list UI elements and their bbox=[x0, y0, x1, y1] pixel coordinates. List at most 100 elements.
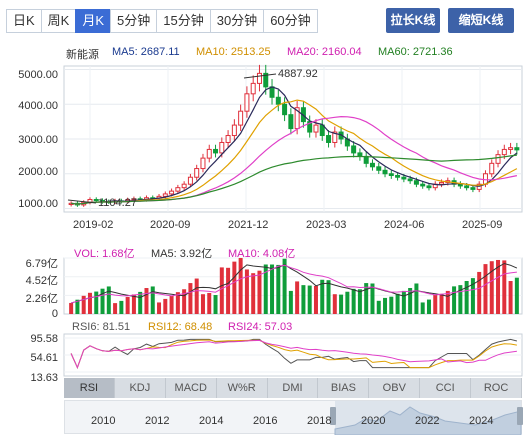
period-tab[interactable]: 周K bbox=[40, 9, 77, 33]
period-tab[interactable]: 60分钟 bbox=[263, 9, 318, 33]
timeline-left-handle[interactable] bbox=[330, 407, 336, 425]
candle-body bbox=[288, 114, 294, 130]
timeline-year: 2024 bbox=[469, 415, 494, 427]
volume-bar bbox=[345, 291, 350, 314]
indicator-tab[interactable]: ROC bbox=[471, 378, 523, 398]
candle-body bbox=[244, 93, 250, 112]
period-tab[interactable]: 15分钟 bbox=[156, 9, 211, 33]
candle-body bbox=[363, 155, 369, 164]
candle-body bbox=[250, 82, 256, 95]
volume-bar bbox=[282, 258, 287, 314]
indicator-tab[interactable]: OBV bbox=[369, 378, 421, 398]
indicator-tab[interactable]: CCI bbox=[420, 378, 472, 398]
indicator-tab[interactable]: KDJ bbox=[115, 378, 166, 398]
volume-bar bbox=[207, 292, 212, 314]
rsi-tick: 54.61 bbox=[30, 352, 58, 364]
volume-bar bbox=[194, 278, 199, 314]
low-arrow bbox=[67, 199, 97, 204]
candle-body bbox=[169, 190, 175, 195]
period-tab[interactable]: 30分钟 bbox=[209, 9, 265, 33]
vol-ma5-legend: MA5: 3.92亿 bbox=[151, 248, 213, 260]
date-label: 2023-03 bbox=[306, 219, 347, 231]
indicator-tab[interactable]: MACD bbox=[166, 378, 217, 398]
candle-body bbox=[131, 198, 137, 201]
volume-bar bbox=[452, 286, 457, 314]
period-tab[interactable]: 日K bbox=[6, 9, 42, 33]
volume-tick: 2.26亿 bbox=[25, 293, 58, 305]
volume-bar bbox=[420, 302, 425, 314]
indicator-tab[interactable]: DMI bbox=[268, 378, 319, 398]
volume-bar bbox=[131, 294, 136, 314]
candle-body bbox=[219, 141, 225, 154]
volume-bar bbox=[383, 297, 388, 314]
indicator-tab[interactable]: W%R bbox=[217, 378, 268, 398]
candle-body bbox=[395, 175, 401, 178]
indicator-tab[interactable]: RSI bbox=[64, 378, 115, 398]
period-tab[interactable]: 月K bbox=[75, 9, 112, 33]
timeline-sparkline bbox=[334, 401, 522, 435]
volume-bar bbox=[113, 303, 118, 314]
candle-body bbox=[332, 131, 338, 143]
candle-body bbox=[282, 103, 288, 116]
volume-bar bbox=[213, 295, 218, 314]
date-label: 2020-09 bbox=[150, 219, 191, 231]
extend-kline-button[interactable]: 拉长K线 bbox=[386, 8, 440, 33]
volume-bar bbox=[332, 294, 337, 314]
candle-body bbox=[194, 168, 200, 178]
candle-body bbox=[187, 176, 193, 185]
candle-body bbox=[382, 169, 388, 175]
volume-ma-line bbox=[70, 264, 517, 304]
period-tab[interactable]: 5分钟 bbox=[110, 9, 158, 33]
volume-bar bbox=[301, 285, 306, 314]
indicator-tabs: RSI KDJ MACD W%R DMI BIAS OBV CCI ROC bbox=[64, 378, 523, 398]
ma-line bbox=[71, 86, 518, 205]
vol-legend: VOL: 1.68亿 bbox=[74, 248, 135, 260]
volume-bar bbox=[483, 264, 488, 314]
volume-bar bbox=[244, 269, 249, 314]
candle-body bbox=[256, 72, 262, 84]
ma-line bbox=[71, 99, 518, 205]
timeline-right-handle[interactable] bbox=[517, 407, 523, 425]
volume-bar bbox=[426, 299, 431, 314]
candle-body bbox=[457, 183, 463, 187]
candle-body bbox=[175, 187, 181, 192]
indicator-tab[interactable]: BIAS bbox=[318, 378, 370, 398]
volume-bar bbox=[470, 278, 475, 314]
volume-bar bbox=[219, 267, 224, 314]
volume-bar bbox=[81, 295, 86, 314]
index-name: 新能源 bbox=[66, 49, 99, 61]
candle-body bbox=[426, 185, 432, 189]
low-annotation: 1104.27 bbox=[98, 197, 137, 209]
volume-bar bbox=[157, 302, 162, 314]
vol-ma10-legend: MA10: 4.08亿 bbox=[228, 248, 296, 260]
volume-ma-line bbox=[70, 262, 518, 304]
volume-bar bbox=[200, 294, 205, 314]
volume-bar bbox=[357, 289, 362, 314]
ma-line bbox=[71, 154, 517, 205]
volume-bar bbox=[502, 260, 507, 314]
high-annotation: 4887.92 bbox=[278, 68, 318, 80]
volume-bar bbox=[370, 283, 375, 314]
volume-bar bbox=[458, 285, 463, 314]
timeline-year: 2018 bbox=[307, 415, 332, 427]
candle-body bbox=[508, 147, 514, 150]
date-label: 2021-12 bbox=[228, 219, 269, 231]
volume-bar bbox=[339, 294, 344, 314]
timeline-year: 2016 bbox=[253, 415, 278, 427]
volume-bar bbox=[408, 288, 413, 314]
date-label: 2024-06 bbox=[384, 219, 425, 231]
volume-tick: 0 bbox=[51, 308, 58, 320]
timeline-navigator[interactable]: 2010 2012 2014 2016 2018 2020 2022 2024 bbox=[64, 400, 523, 435]
timeline-year: 2022 bbox=[415, 415, 440, 427]
volume-bar bbox=[94, 291, 99, 314]
candle-body bbox=[407, 178, 413, 182]
volume-bar bbox=[188, 283, 193, 314]
rsi-line bbox=[70, 338, 518, 369]
volume-bar bbox=[175, 292, 180, 314]
candle-body bbox=[369, 162, 375, 168]
price-tick: 1000.00 bbox=[18, 198, 58, 210]
candle-body bbox=[200, 157, 206, 170]
candle-body bbox=[269, 86, 275, 98]
shorten-kline-button[interactable]: 缩短K线 bbox=[448, 8, 514, 33]
